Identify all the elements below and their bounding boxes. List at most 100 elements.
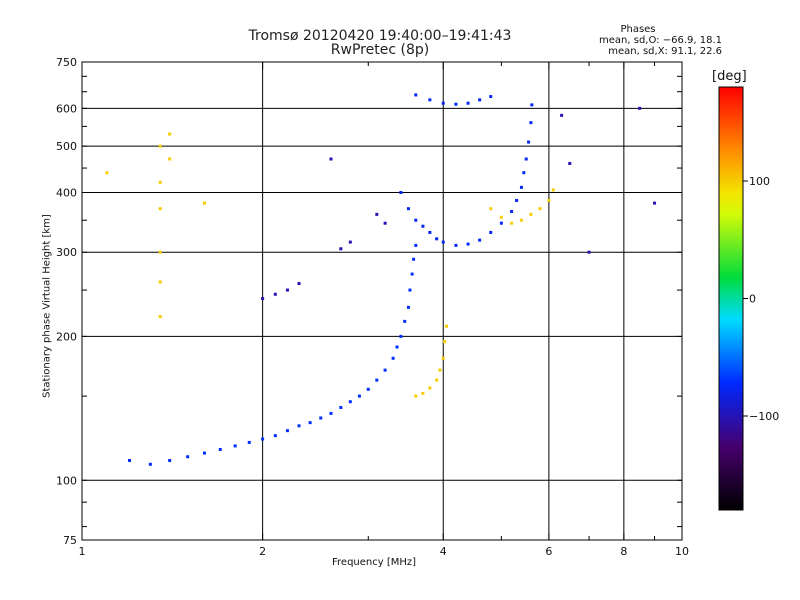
echo-point	[489, 207, 493, 211]
echo-point	[444, 324, 448, 328]
phases-o-stats: mean, sd,O: −66.9, 18.1	[599, 35, 722, 46]
echo-point	[297, 282, 301, 286]
echo-point	[261, 437, 265, 441]
echo-point	[168, 157, 172, 161]
echo-point	[348, 240, 352, 244]
colorbar-tick-label: −100	[749, 410, 779, 423]
echo-point	[529, 212, 533, 216]
echo-point	[375, 212, 379, 216]
plot-frame	[81, 61, 683, 541]
echo-point	[329, 411, 333, 415]
echo-point	[285, 429, 289, 433]
chart-title: Tromsø 20120420 19:40:00–19:41:43	[248, 28, 512, 44]
echo-point	[587, 250, 591, 254]
echo-point	[441, 240, 445, 244]
echo-point	[421, 224, 425, 228]
echo-point	[568, 161, 572, 165]
phases-x-stats: mean, sd,X: 91.1, 22.6	[608, 46, 722, 57]
echo-point	[168, 132, 172, 136]
echo-point	[421, 391, 425, 395]
echo-point	[233, 444, 237, 448]
echo-point	[489, 230, 493, 234]
echo-point	[297, 424, 301, 428]
echo-point	[638, 106, 642, 110]
echo-point	[466, 101, 470, 105]
echo-point	[428, 386, 432, 390]
x-tick-label: 1	[79, 545, 86, 558]
y-tick-label: 600	[56, 102, 77, 115]
echo-point	[308, 421, 312, 425]
colorbar-tick-label: 100	[749, 175, 770, 188]
echo-point	[158, 180, 162, 184]
echo-point	[406, 207, 410, 211]
y-tick-label: 500	[56, 140, 77, 153]
y-tick-label: 400	[56, 186, 77, 199]
echo-point	[443, 340, 447, 344]
echo-point	[454, 102, 458, 106]
echo-point	[319, 416, 323, 420]
echo-point	[273, 292, 277, 296]
echo-point	[414, 218, 418, 222]
echo-point	[538, 207, 542, 211]
echo-point	[515, 198, 519, 202]
echo-point	[395, 345, 399, 349]
echo-point	[435, 237, 439, 241]
echo-point	[478, 238, 482, 242]
echo-point	[391, 356, 395, 360]
echo-point	[285, 288, 289, 292]
echo-point	[339, 405, 343, 409]
x-tick-label: 4	[440, 545, 447, 558]
echo-point	[247, 440, 251, 444]
echo-point	[428, 230, 432, 234]
echo-point	[158, 207, 162, 211]
x-tick-label: 2	[259, 545, 266, 558]
echo-point	[375, 378, 379, 382]
y-tick-label: 300	[56, 246, 77, 259]
echo-point	[478, 98, 482, 102]
echo-point	[529, 121, 533, 125]
echo-point	[519, 185, 523, 189]
x-tick-label: 8	[620, 545, 627, 558]
echo-point	[348, 400, 352, 404]
echo-point	[441, 356, 445, 360]
echo-point	[441, 101, 445, 105]
echo-point	[202, 201, 206, 205]
echo-point	[261, 297, 265, 301]
echo-point	[527, 140, 531, 144]
y-tick-label: 75	[63, 534, 77, 547]
echo-point	[408, 288, 412, 292]
echo-point	[519, 218, 523, 222]
chart-subtitle: RwPretec (8p)	[330, 42, 430, 58]
colorbar	[718, 86, 744, 511]
echo-point	[148, 462, 152, 466]
phases-heading: Phases	[620, 24, 656, 35]
echo-point	[414, 93, 418, 97]
colorbar-label: [deg]	[712, 69, 747, 84]
echo-point	[510, 221, 514, 225]
echo-point	[128, 458, 132, 462]
echo-point	[438, 368, 442, 372]
echo-point	[454, 243, 458, 247]
echo-point	[168, 458, 172, 462]
echo-point	[499, 221, 503, 225]
colorbar-tick-label: 0	[749, 293, 756, 306]
echo-point	[653, 201, 657, 205]
echo-point	[383, 368, 387, 372]
echo-point	[158, 280, 162, 284]
echo-point	[403, 319, 407, 323]
echo-point	[466, 242, 470, 246]
echo-point	[357, 394, 361, 398]
echo-point	[414, 243, 418, 247]
echo-point	[551, 188, 555, 192]
echo-point	[399, 334, 403, 338]
echo-point	[202, 451, 206, 455]
echo-point	[522, 171, 526, 175]
echo-point	[366, 387, 370, 391]
y-axis-label: Stationary phase Virtual Height [km]	[41, 214, 53, 398]
echo-point	[158, 315, 162, 319]
echo-point	[399, 190, 403, 194]
echo-point	[510, 210, 514, 214]
echo-point	[158, 144, 162, 148]
echo-point	[435, 378, 439, 382]
